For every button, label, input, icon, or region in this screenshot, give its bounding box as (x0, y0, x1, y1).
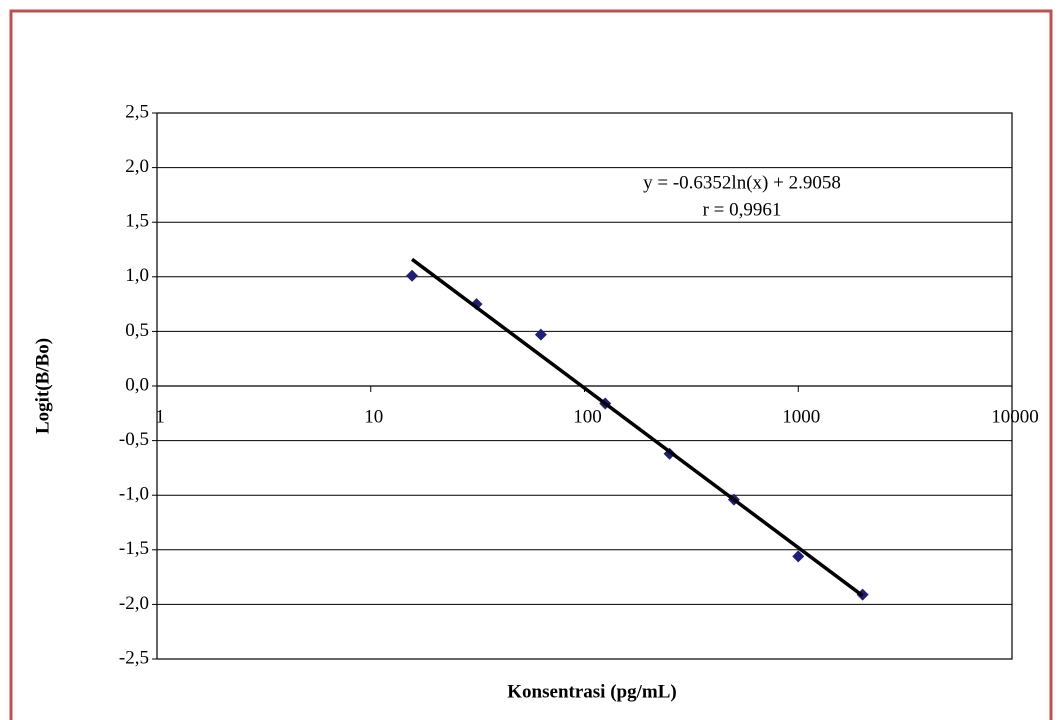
y-tick-label: -0,5 (119, 429, 149, 450)
data-point (406, 270, 418, 282)
y-axis-title: Logit(B/Bo) (32, 338, 53, 434)
y-tick-label: 1,0 (125, 265, 149, 286)
chart: Konsentrasi (pg/mL) Logit(B/Bo) -2,5 -2,0… (0, 0, 1062, 720)
y-tick-label: 0,0 (125, 374, 149, 395)
annotation: y = -0.6352ln(x) + 2.9058 (643, 172, 841, 193)
trendline (412, 259, 863, 595)
x-tick-label: 100 (573, 406, 602, 427)
x-tick-label: 1 (155, 406, 165, 427)
y-tick-label: -2,0 (119, 593, 149, 614)
x-tick-label: 10000 (991, 406, 1039, 427)
y-tick-label: 2,0 (125, 156, 149, 177)
annotation: r = 0,9961 (703, 199, 782, 220)
y-tick-label: 1,5 (125, 211, 149, 232)
y-tick-label: 2,5 (125, 101, 149, 122)
data-point (535, 329, 547, 341)
x-axis-title: Konsentrasi (pg/mL) (507, 681, 676, 702)
y-tick-label: 0,5 (125, 320, 149, 341)
page-frame (11, 11, 1051, 720)
y-tick-label: -2,5 (119, 647, 149, 668)
x-tick-label: 10 (364, 406, 383, 427)
x-tick-label: 1000 (782, 406, 820, 427)
y-tick-label: -1,0 (119, 484, 149, 505)
y-tick-label: -1,5 (119, 538, 149, 559)
